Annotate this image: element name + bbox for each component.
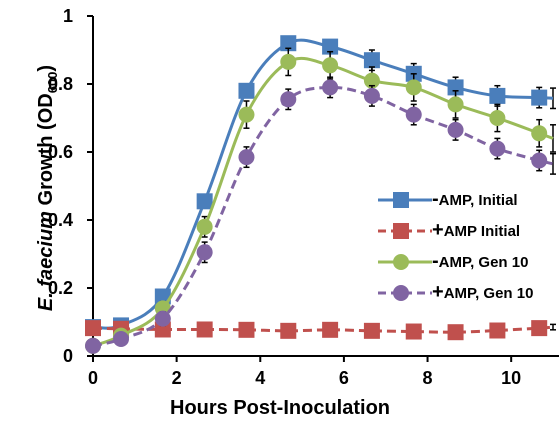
data-point <box>363 322 380 339</box>
y-tick-label: 0.2 <box>48 278 73 298</box>
data-point <box>238 106 255 123</box>
y-axis-title-close: ) <box>35 65 57 72</box>
data-point <box>447 96 464 113</box>
legend: -AMP, Initial+AMP Initial-AMP, Gen 10+AM… <box>378 188 533 303</box>
data-point <box>489 140 506 157</box>
y-tick-label: 0.8 <box>48 74 73 94</box>
data-point <box>489 110 506 126</box>
y-axis-title-main: Growth (OD <box>35 93 57 211</box>
legend-swatch-marker <box>393 223 409 239</box>
y-tick-label: 1 <box>63 6 73 26</box>
y-axis-title: E. faecium Growth (OD600) <box>35 65 60 311</box>
data-point <box>280 35 297 52</box>
data-point <box>447 121 464 138</box>
data-point <box>405 106 422 123</box>
data-point <box>280 91 297 108</box>
data-point <box>238 321 255 338</box>
data-point <box>238 149 255 166</box>
x-tick-label: 6 <box>339 368 349 388</box>
legend-item-2: +AMP Initial <box>378 219 520 241</box>
legend-sign: + <box>432 219 444 241</box>
legend-label: +AMP, Gen 10 <box>432 281 533 303</box>
data-point <box>447 79 464 96</box>
data-point <box>322 38 339 55</box>
series-4 <box>85 76 556 354</box>
data-point <box>489 87 506 104</box>
series-1 <box>85 35 556 336</box>
x-tick-label: 4 <box>255 368 265 388</box>
x-tick-label: 10 <box>501 368 521 388</box>
data-point <box>531 320 548 337</box>
data-point <box>196 193 213 210</box>
y-tick-label: 0 <box>63 346 73 366</box>
data-point <box>196 321 213 338</box>
legend-sign: + <box>432 281 444 303</box>
data-point <box>280 322 297 339</box>
data-point <box>447 324 464 341</box>
series-2 <box>85 320 556 341</box>
data-point <box>85 320 101 337</box>
y-axis-title-subscript: 600 <box>45 72 60 94</box>
data-point <box>531 152 548 169</box>
data-point <box>238 82 255 99</box>
x-axis-title: Hours Post-Inoculation <box>170 397 390 418</box>
data-point <box>322 79 339 96</box>
legend-sign: - <box>432 250 439 272</box>
legend-swatch-marker <box>393 285 409 301</box>
data-point <box>489 322 506 339</box>
data-point <box>113 331 130 347</box>
legend-label: -AMP, Initial <box>432 188 518 210</box>
legend-swatch-marker <box>393 192 409 208</box>
data-point <box>531 89 548 106</box>
data-point <box>405 79 422 96</box>
data-point <box>196 244 213 261</box>
data-point <box>363 72 380 89</box>
legend-series-name: AMP Initial <box>444 223 520 240</box>
data-point <box>322 57 339 74</box>
series-layer <box>85 35 556 354</box>
y-tick-label: 0.6 <box>48 142 73 162</box>
axes-layer: 00.20.40.60.810 2 4 6 8 10 <box>48 6 559 388</box>
legend-series-name: AMP, Initial <box>439 192 518 209</box>
y-axis-title-italic: E. faecium <box>35 211 57 311</box>
y-tick-label: 0.4 <box>48 210 73 230</box>
data-point <box>154 310 171 327</box>
legend-series-name: AMP, Gen 10 <box>439 254 529 271</box>
data-point <box>85 337 101 354</box>
data-point <box>196 218 213 235</box>
x-tick-label: 2 <box>172 368 182 388</box>
legend-series-name: AMP, Gen 10 <box>444 285 534 302</box>
data-point <box>405 323 422 340</box>
x-tick-label: 0 <box>88 368 98 388</box>
legend-item-4: +AMP, Gen 10 <box>378 281 533 303</box>
data-point <box>363 87 380 104</box>
legend-item-1: -AMP, Initial <box>378 188 518 210</box>
legend-label: -AMP, Gen 10 <box>432 250 528 272</box>
data-point <box>280 53 297 70</box>
data-point <box>363 52 380 69</box>
legend-label: +AMP Initial <box>432 219 520 241</box>
legend-sign: - <box>432 188 439 210</box>
x-tick-label: 8 <box>423 368 433 388</box>
legend-swatch-marker <box>393 254 409 270</box>
legend-item-3: -AMP, Gen 10 <box>378 250 528 272</box>
data-point <box>322 321 339 338</box>
data-point <box>531 125 548 142</box>
